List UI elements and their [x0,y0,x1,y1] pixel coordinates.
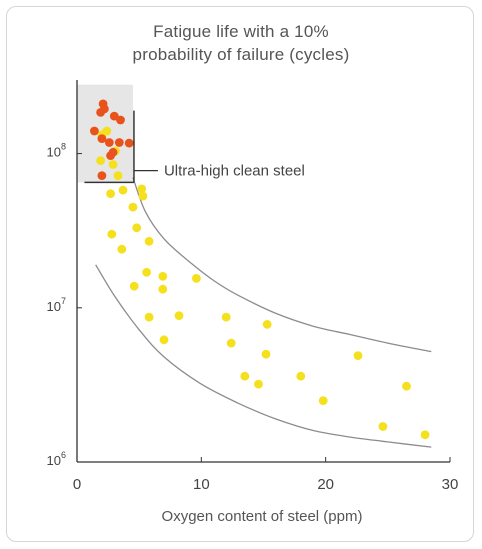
yellow-data-point [138,191,148,201]
y-tick-exponent: 8 [61,142,66,152]
yellow-data-point [221,312,231,322]
yellow-data-point [137,184,147,194]
x-tick-label: 10 [193,476,210,493]
yellow-data-point [402,381,411,391]
chart-title-line-2: probability of failure (cycles) [132,45,350,64]
yellow-data-point [254,379,263,389]
yellow-data-point [113,171,123,181]
yellow-data-point [159,335,169,345]
yellow-data-point [144,236,154,246]
yellow-data-point [353,351,363,360]
yellow-data-point [132,223,142,233]
red-data-point [97,134,107,144]
yellow-data-point [262,320,272,329]
red-data-point [116,115,125,125]
trend-curve-2 [95,264,432,448]
yellow-data-point [142,267,152,277]
red-data-point [114,138,124,147]
yellow-data-point [118,185,128,195]
y-tick-exponent: 6 [61,450,66,460]
yellow-data-point [102,126,112,136]
yellow-data-point [378,422,388,431]
red-data-point [100,104,109,114]
yellow-data-point [296,371,306,381]
yellow-data-point [226,338,236,348]
yellow-data-point [158,284,168,294]
yellow-data-point [174,311,184,320]
x-tick-label: 30 [442,476,459,493]
yellow-data-point [144,312,154,322]
red-data-point [97,171,107,181]
y-tick-label: 10 [47,453,61,468]
yellow-data-point [240,371,250,381]
yellow-data-point [129,281,139,291]
yellow-data-point [420,430,430,440]
y-tick-label: 10 [47,145,61,160]
trend-curve-1 [132,177,432,353]
yellow-data-point [96,156,105,166]
yellow-data-point [107,229,117,239]
yellow-data-point [261,349,271,359]
chart-title-line-1: Fatigue life with a 10% [153,22,329,41]
yellow-data-point [117,244,127,254]
yellow-data-point [158,271,168,281]
x-axis-label: Oxygen content of steel (ppm) [162,508,363,525]
red-data-point [108,147,118,157]
yellow-data-point [128,202,138,212]
yellow-data-point [108,160,118,169]
x-tick-label: 20 [317,476,334,493]
yellow-data-point [318,396,328,405]
annotation-label: Ultra-high clean steel [164,163,305,180]
yellow-data-point [106,189,115,199]
red-data-point [124,138,134,148]
yellow-data-point [192,274,201,283]
y-tick-exponent: 7 [61,296,66,306]
y-tick-label: 10 [47,299,61,314]
red-data-point [104,138,114,147]
x-tick-label: 0 [73,476,81,493]
red-data-point [90,126,99,136]
